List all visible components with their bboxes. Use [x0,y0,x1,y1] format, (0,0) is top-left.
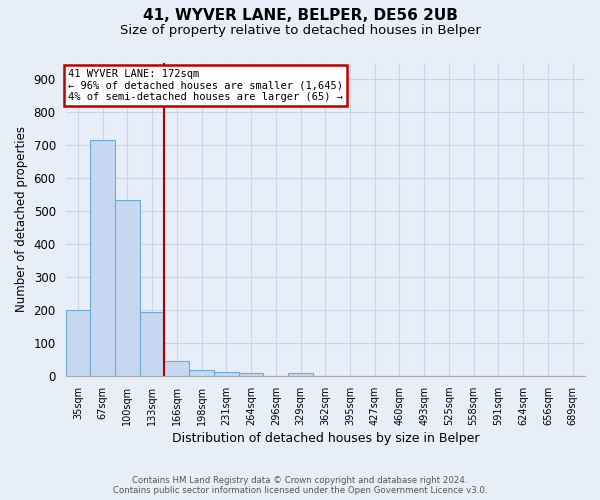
Bar [65,310,90,376]
Bar [90,140,115,376]
X-axis label: Distribution of detached houses by size in Belper: Distribution of detached houses by size … [172,432,479,445]
Text: Size of property relative to detached houses in Belper: Size of property relative to detached ho… [119,24,481,37]
Bar [239,373,263,376]
Bar [140,312,164,376]
Bar [214,372,239,376]
Bar [189,370,214,376]
Bar [288,373,313,376]
Bar [115,200,140,376]
Text: 41, WYVER LANE, BELPER, DE56 2UB: 41, WYVER LANE, BELPER, DE56 2UB [143,8,457,22]
Y-axis label: Number of detached properties: Number of detached properties [15,126,28,312]
Text: Contains HM Land Registry data © Crown copyright and database right 2024.
Contai: Contains HM Land Registry data © Crown c… [113,476,487,495]
Bar [164,362,189,376]
Text: 41 WYVER LANE: 172sqm
← 96% of detached houses are smaller (1,645)
4% of semi-de: 41 WYVER LANE: 172sqm ← 96% of detached … [68,69,343,102]
